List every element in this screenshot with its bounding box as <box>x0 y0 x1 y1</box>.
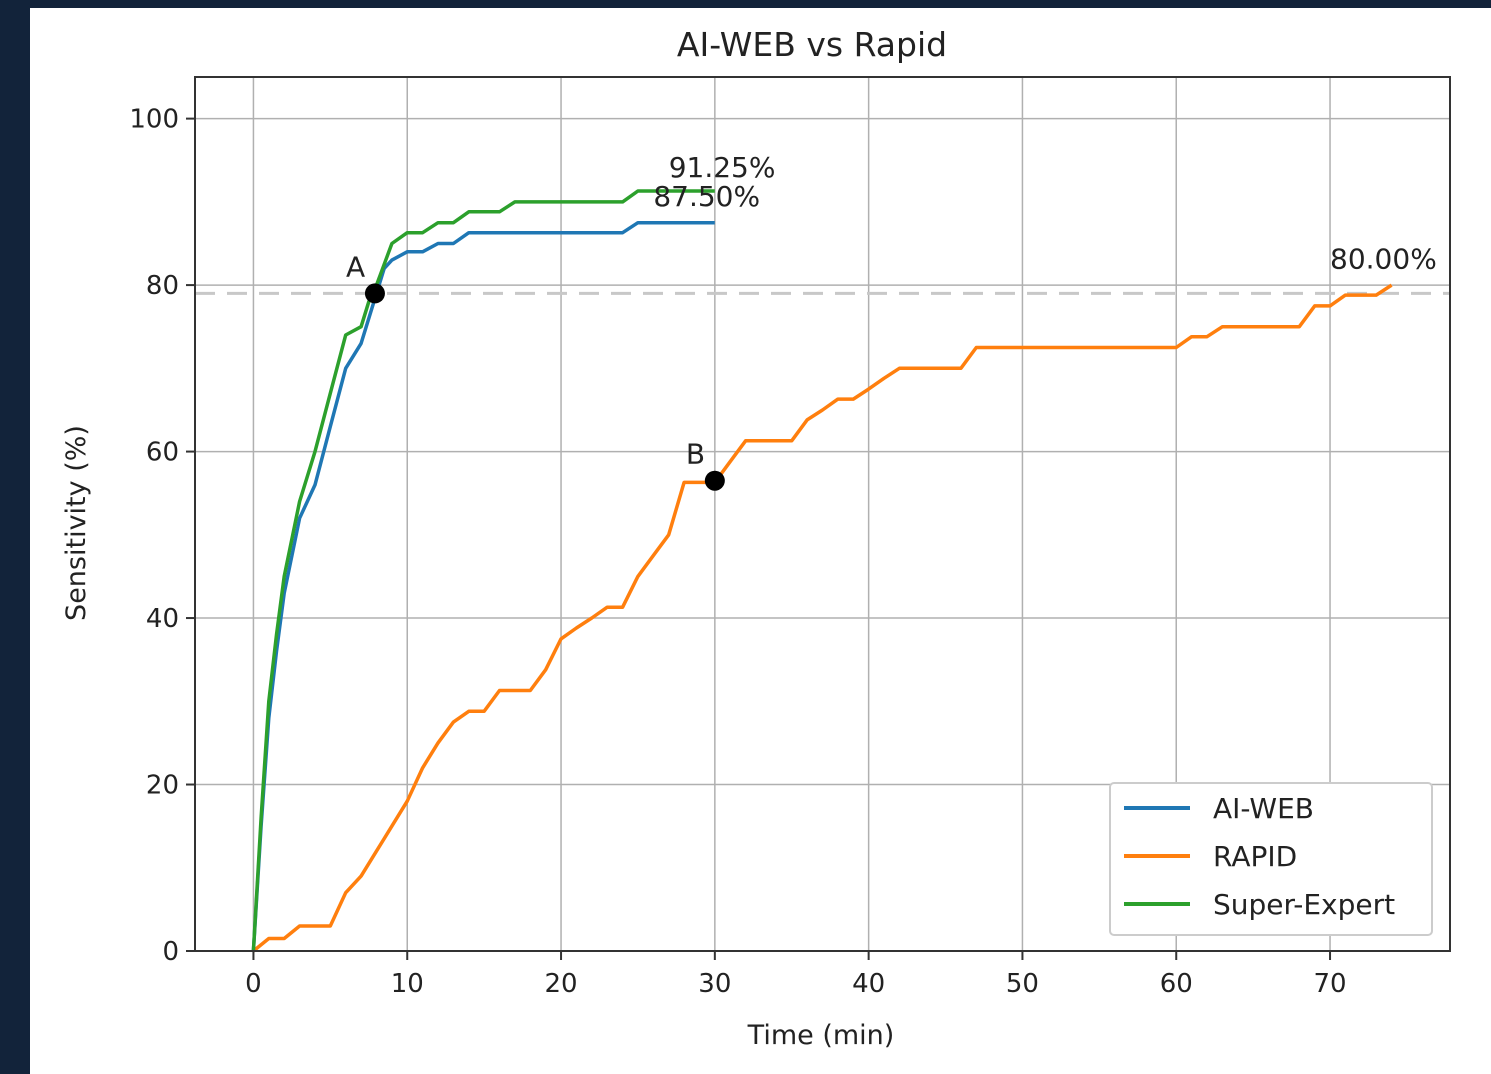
y-tick-label: 40 <box>146 604 179 634</box>
value-annotation: 87.50% <box>653 180 760 213</box>
x-tick-label: 70 <box>1313 969 1346 999</box>
marked-points: AB <box>346 250 725 491</box>
x-tick-label: 50 <box>1006 969 1039 999</box>
legend-label: RAPID <box>1213 840 1297 873</box>
y-tick-label: 20 <box>146 771 179 801</box>
x-tick-label: 30 <box>698 969 731 999</box>
series-line-super-expert <box>251 189 715 952</box>
grid-lines <box>195 77 1450 952</box>
axis-ticks: 0 10 20 30 40 50 60 70 0 20 40 60 80 100 <box>129 105 1346 999</box>
x-tick-label: 20 <box>544 969 577 999</box>
series-line-rapid <box>252 283 1393 953</box>
y-tick-label: 80 <box>146 271 179 301</box>
series-layer <box>251 189 1393 953</box>
marked-point-b <box>704 470 725 491</box>
marked-point-label: B <box>686 438 705 471</box>
value-annotation: 91.25% <box>669 151 776 184</box>
value-annotation: 80.00% <box>1330 242 1437 275</box>
y-tick-label: 60 <box>146 438 179 468</box>
legend: AI-WEB RAPID Super-Expert <box>1109 782 1433 936</box>
x-tick-label: 60 <box>1160 969 1193 999</box>
value-annotations: 91.25%87.50% 80.00% <box>653 151 1436 276</box>
legend-box <box>1109 782 1433 936</box>
y-tick-label: 0 <box>162 937 179 967</box>
chart-title: AI-WEB vs Rapid <box>677 25 947 64</box>
y-tick-label: 100 <box>129 105 179 135</box>
x-tick-label: 40 <box>852 969 885 999</box>
legend-label: Super-Expert <box>1213 888 1395 921</box>
y-axis-label: Sensitivity (%) <box>61 425 92 621</box>
legend-label: AI-WEB <box>1213 792 1314 825</box>
marked-point-a <box>364 283 385 304</box>
series-line-ai-web <box>251 220 715 952</box>
plot-frame <box>194 76 1451 952</box>
x-axis-label: Time (min) <box>747 1020 895 1051</box>
marked-point-label: A <box>346 250 365 283</box>
x-tick-label: 10 <box>391 969 424 999</box>
x-tick-label: 0 <box>245 969 262 999</box>
